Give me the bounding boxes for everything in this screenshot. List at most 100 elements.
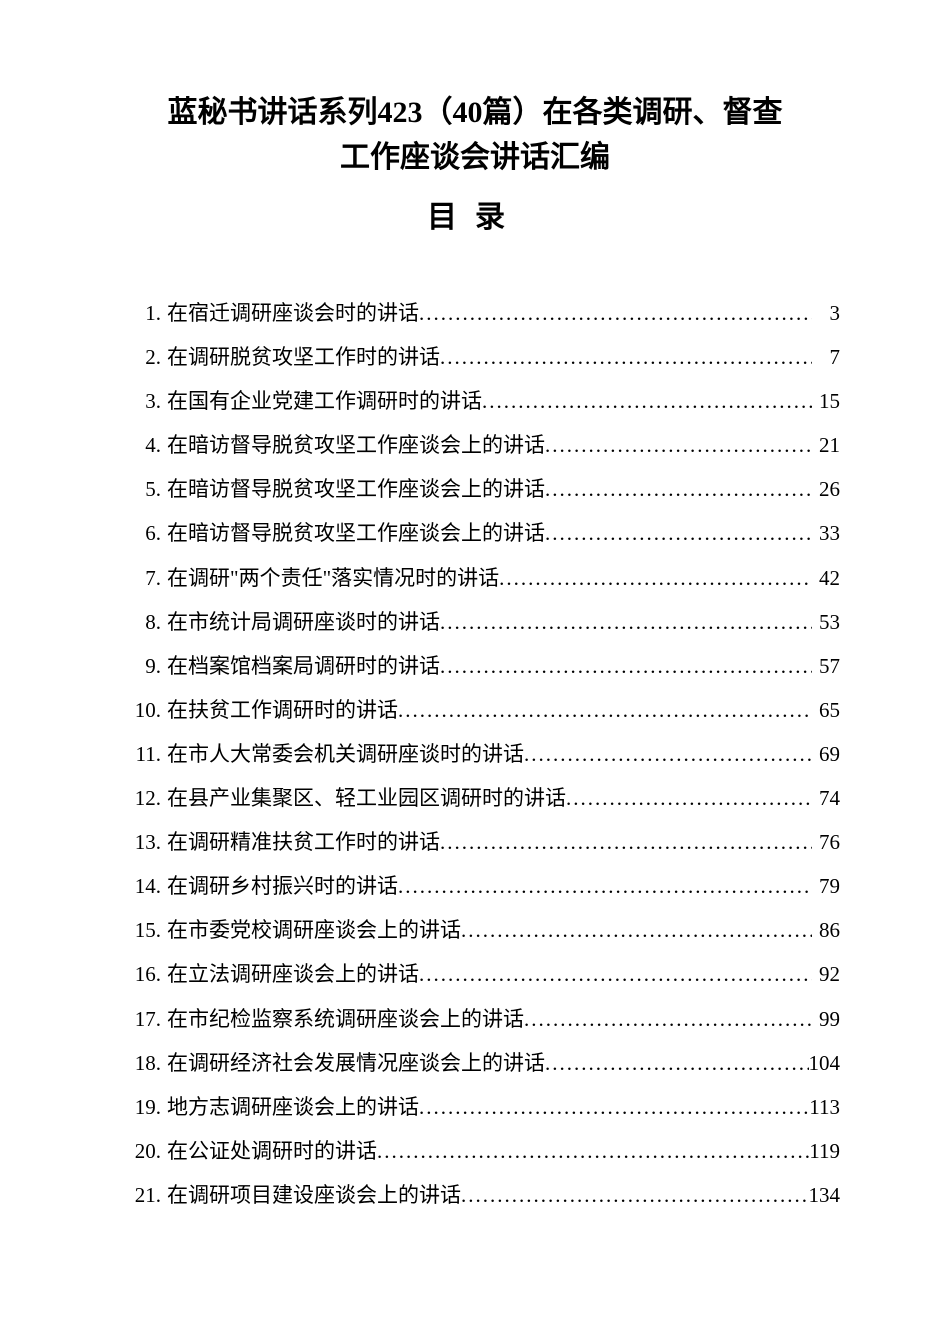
- toc-entry-number: 21.: [125, 1173, 167, 1217]
- toc-entry-page: 86: [812, 908, 840, 952]
- toc-entry-page: 33: [812, 511, 840, 555]
- toc-entry-title: 在市纪检监察系统调研座谈会上的讲话: [167, 997, 524, 1041]
- toc-entry: 12.在县产业集聚区、轻工业园区调研时的讲话 74: [125, 776, 840, 820]
- toc-entry-page: 26: [812, 467, 840, 511]
- toc-entry-number: 4.: [125, 423, 167, 467]
- toc-entry-title: 在调研"两个责任"落实情况时的讲话: [167, 556, 499, 600]
- toc-entry-title: 在暗访督导脱贫攻坚工作座谈会上的讲话: [167, 423, 545, 467]
- toc-entry-title: 在市委党校调研座谈会上的讲话: [167, 908, 461, 952]
- toc-dots: [377, 1129, 809, 1173]
- toc-entry-title: 在市人大常委会机关调研座谈时的讲话: [167, 732, 524, 776]
- toc-entry: 20.在公证处调研时的讲话 119: [125, 1129, 840, 1173]
- toc-dots: [545, 467, 812, 511]
- toc-entry: 5.在暗访督导脱贫攻坚工作座谈会上的讲话 26: [125, 467, 840, 511]
- toc-entry-number: 11.: [125, 732, 167, 776]
- toc-entry-number: 17.: [125, 997, 167, 1041]
- toc-entry: 16.在立法调研座谈会上的讲话 92: [125, 952, 840, 996]
- toc-entry-title: 在调研精准扶贫工作时的讲话: [167, 820, 440, 864]
- toc-dots: [440, 335, 812, 379]
- toc-dots: [545, 423, 812, 467]
- toc-entry-page: 119: [809, 1129, 840, 1173]
- toc-entry-number: 14.: [125, 864, 167, 908]
- toc-entry-number: 13.: [125, 820, 167, 864]
- toc-entry-page: 99: [812, 997, 840, 1041]
- toc-entry-title: 在县产业集聚区、轻工业园区调研时的讲话: [167, 776, 566, 820]
- toc-entry-title: 地方志调研座谈会上的讲话: [167, 1085, 419, 1129]
- toc-entry-page: 134: [809, 1173, 841, 1217]
- toc-entry-number: 15.: [125, 908, 167, 952]
- toc-entry: 21.在调研项目建设座谈会上的讲话 134: [125, 1173, 840, 1217]
- toc-entry: 6.在暗访督导脱贫攻坚工作座谈会上的讲话33: [125, 511, 840, 555]
- toc-entry-page: 65: [812, 688, 840, 732]
- toc-heading: 目录: [110, 192, 840, 236]
- toc-entry-title: 在扶贫工作调研时的讲话: [167, 688, 398, 732]
- toc-entry: 14.在调研乡村振兴时的讲话 79: [125, 864, 840, 908]
- toc-dots: [566, 776, 812, 820]
- toc-entry-number: 16.: [125, 952, 167, 996]
- toc-dots: [461, 1173, 809, 1217]
- toc-entry-number: 2.: [125, 335, 167, 379]
- toc-entry-title: 在立法调研座谈会上的讲话: [167, 952, 419, 996]
- toc-entry-title: 在国有企业党建工作调研时的讲话: [167, 379, 482, 423]
- toc-entry-number: 3.: [125, 379, 167, 423]
- toc-entry: 18.在调研经济社会发展情况座谈会上的讲话104: [125, 1041, 840, 1085]
- toc-dots: [419, 291, 812, 335]
- title-line-2: 工作座谈会讲话汇编: [340, 141, 610, 174]
- toc-entry: 19.地方志调研座谈会上的讲话113: [125, 1085, 840, 1129]
- toc-dots: [419, 1085, 809, 1129]
- toc-entry-number: 20.: [125, 1129, 167, 1173]
- toc-entry-title: 在暗访督导脱贫攻坚工作座谈会上的讲话: [167, 511, 545, 555]
- toc-dots: [524, 997, 812, 1041]
- toc-entry-page: 15: [812, 379, 840, 423]
- toc-entry-title: 在宿迁调研座谈会时的讲话: [167, 291, 419, 335]
- toc-entry-page: 7: [812, 335, 840, 379]
- toc-entry-page: 21: [812, 423, 840, 467]
- toc-entry: 13.在调研精准扶贫工作时的讲话 76: [125, 820, 840, 864]
- toc-entry: 8.在市统计局调研座谈时的讲话53: [125, 600, 840, 644]
- toc-entry-title: 在调研经济社会发展情况座谈会上的讲话: [167, 1041, 545, 1085]
- toc-entry-number: 1.: [125, 291, 167, 335]
- toc-entry-title: 在调研项目建设座谈会上的讲话: [167, 1173, 461, 1217]
- toc-entry-page: 92: [812, 952, 840, 996]
- toc-dots: [482, 379, 812, 423]
- toc-entry-title: 在市统计局调研座谈时的讲话: [167, 600, 440, 644]
- toc-entry: 17.在市纪检监察系统调研座谈会上的讲话 99: [125, 997, 840, 1041]
- toc-entry-number: 12.: [125, 776, 167, 820]
- toc-entry: 15.在市委党校调研座谈会上的讲话 86: [125, 908, 840, 952]
- toc-entry: 11.在市人大常委会机关调研座谈时的讲话 69: [125, 732, 840, 776]
- toc-entry-title: 在暗访督导脱贫攻坚工作座谈会上的讲话: [167, 467, 545, 511]
- toc-dots: [440, 820, 812, 864]
- toc-dots: [461, 908, 812, 952]
- toc-entry-page: 42: [812, 556, 840, 600]
- toc-entry-title: 在公证处调研时的讲话: [167, 1129, 377, 1173]
- toc-entry-page: 3: [812, 291, 840, 335]
- toc-dots: [499, 556, 812, 600]
- toc-entry-number: 5.: [125, 467, 167, 511]
- toc-entry: 3.在国有企业党建工作调研时的讲话 15: [125, 379, 840, 423]
- toc-entry-number: 10.: [125, 688, 167, 732]
- toc-entry-page: 53: [812, 600, 840, 644]
- toc-entry-number: 7.: [125, 556, 167, 600]
- toc-entry: 1.在宿迁调研座谈会时的讲话 3: [125, 291, 840, 335]
- toc-entry-page: 69: [812, 732, 840, 776]
- document-title: 蓝秘书讲话系列423（40篇）在各类调研、督查 工作座谈会讲话汇编: [110, 90, 840, 180]
- toc-entry-page: 79: [812, 864, 840, 908]
- toc-entry: 2.在调研脱贫攻坚工作时的讲话7: [125, 335, 840, 379]
- toc-entry: 4.在暗访督导脱贫攻坚工作座谈会上的讲话 21: [125, 423, 840, 467]
- toc-entry-number: 9.: [125, 644, 167, 688]
- toc-dots: [545, 511, 812, 555]
- toc-entry-number: 18.: [125, 1041, 167, 1085]
- toc-entry-title: 在调研乡村振兴时的讲话: [167, 864, 398, 908]
- title-line-1: 蓝秘书讲话系列423（40篇）在各类调研、督查: [168, 96, 783, 129]
- toc-entry-title: 在档案馆档案局调研时的讲话: [167, 644, 440, 688]
- toc-dots: [398, 864, 812, 908]
- toc-dots: [398, 688, 812, 732]
- toc-entry-page: 76: [812, 820, 840, 864]
- toc-dots: [419, 952, 812, 996]
- toc-dots: [440, 600, 812, 644]
- toc-entry-page: 57: [812, 644, 840, 688]
- toc-entry-page: 74: [812, 776, 840, 820]
- toc-entry: 10.在扶贫工作调研时的讲话 65: [125, 688, 840, 732]
- toc-dots: [545, 1041, 809, 1085]
- toc-entry: 7.在调研"两个责任"落实情况时的讲话 42: [125, 556, 840, 600]
